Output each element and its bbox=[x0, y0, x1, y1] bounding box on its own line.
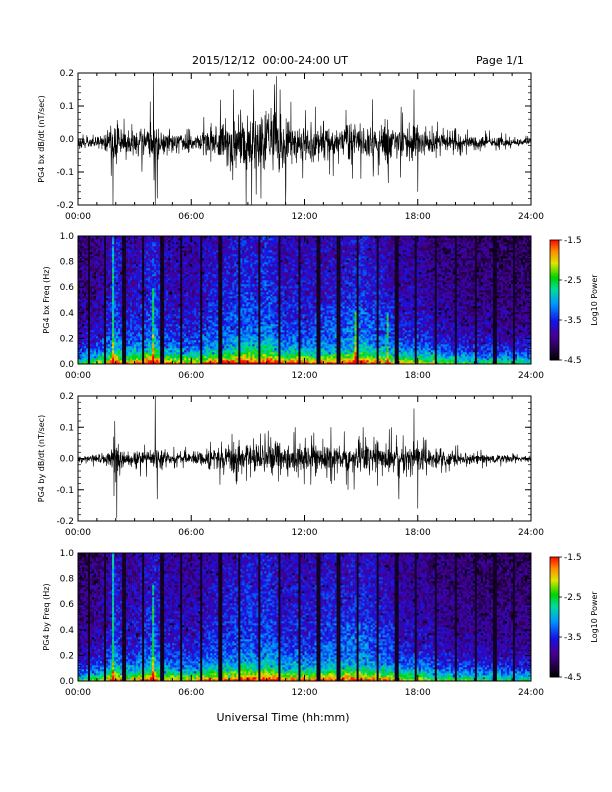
y-tick-label: 1.0 bbox=[60, 232, 75, 242]
x-tick-label: 06:00 bbox=[178, 371, 204, 381]
x-axis-title: Universal Time (hh:mm) bbox=[217, 711, 350, 724]
colorbar-tick-label: -1.5 bbox=[564, 236, 582, 246]
y-tick-label: 0.2 bbox=[60, 334, 74, 344]
y-axis-title: PG4 bx Freq (Hz) bbox=[42, 266, 51, 333]
x-tick-label: 06:00 bbox=[178, 688, 204, 698]
x-tick-label: 18:00 bbox=[405, 371, 431, 381]
colorbar-tick-label: -4.5 bbox=[564, 673, 582, 683]
series-line bbox=[78, 73, 531, 205]
colorbar-tick-label: -2.5 bbox=[564, 593, 582, 603]
x-tick-label: 06:00 bbox=[178, 528, 204, 538]
y-tick-label: -0.2 bbox=[56, 201, 74, 211]
y-tick-label: 0.1 bbox=[60, 423, 74, 433]
x-tick-label: 12:00 bbox=[292, 528, 318, 538]
x-tick-label: 24:00 bbox=[518, 371, 544, 381]
x-tick-label: 12:00 bbox=[292, 212, 318, 222]
y-axis-title: PG4 bx dB/dt (nT/sec) bbox=[37, 95, 46, 182]
y-axis-title: PG4 by Freq (Hz) bbox=[42, 583, 51, 650]
colorbar-tick-label: -1.5 bbox=[564, 553, 582, 563]
bx-spectrogram-panel: 00:00 06:00 12:00 18:00 24:00 1.0 0.8 0.6 0.4 0.2… bbox=[42, 232, 599, 381]
x-tick-label: 18:00 bbox=[405, 212, 431, 222]
spectrogram-image bbox=[78, 236, 531, 364]
y-tick-label: 0.8 bbox=[60, 258, 75, 268]
x-tick-label: 00:00 bbox=[65, 371, 91, 381]
y-tick-label: 0.0 bbox=[60, 360, 75, 370]
y-tick-label: -0.2 bbox=[56, 517, 74, 527]
y-tick-label: 0.4 bbox=[60, 626, 75, 636]
bx-dbdt-panel: 00:00 06:00 12:00 18:00 24:00 0.2 0.1 0.0 -0.1 -0… bbox=[37, 69, 544, 222]
y-tick-label: 1.0 bbox=[60, 549, 75, 559]
by-spectrogram-panel: 00:00 06:00 12:00 18:00 24:00 1.0 0.8 0.6 0.4 0.2… bbox=[42, 549, 599, 698]
colorbar-title: Log10 Power bbox=[590, 274, 599, 326]
y-tick-label: 0.2 bbox=[60, 651, 74, 661]
x-tick-label: 12:00 bbox=[292, 371, 318, 381]
y-tick-label: 0.0 bbox=[60, 135, 75, 145]
x-tick-label: 00:00 bbox=[65, 212, 91, 222]
x-tick-label: 18:00 bbox=[405, 528, 431, 538]
colorbar-tick-label: -4.5 bbox=[564, 356, 582, 366]
y-tick-label: 0.4 bbox=[60, 309, 75, 319]
y-tick-label: -0.1 bbox=[56, 486, 74, 496]
x-tick-label: 06:00 bbox=[178, 212, 204, 222]
x-tick-label: 00:00 bbox=[65, 528, 91, 538]
colorbar-tick-label: -2.5 bbox=[564, 276, 582, 286]
y-tick-label: 0.2 bbox=[60, 392, 74, 402]
x-tick-label: 24:00 bbox=[518, 212, 544, 222]
colorbar: -1.5 -2.5 -3.5 -4.5 Log10 Power bbox=[550, 553, 599, 683]
spectrogram-image bbox=[78, 553, 531, 681]
series-line bbox=[78, 396, 531, 518]
colorbar-tick-label: -3.5 bbox=[564, 316, 582, 326]
colorbar: -1.5 -2.5 -3.5 -4.5 Log10 Power bbox=[550, 236, 599, 366]
x-tick-label: 24:00 bbox=[518, 528, 544, 538]
x-tick-label: 18:00 bbox=[405, 688, 431, 698]
y-tick-label: 0.6 bbox=[60, 600, 75, 610]
x-tick-label: 00:00 bbox=[65, 688, 91, 698]
y-tick-label: 0.6 bbox=[60, 283, 75, 293]
colorbar-tick-label: -3.5 bbox=[564, 633, 582, 643]
x-tick-label: 24:00 bbox=[518, 688, 544, 698]
colorbar-title: Log10 Power bbox=[590, 591, 599, 643]
y-tick-label: 0.8 bbox=[60, 575, 75, 585]
y-tick-label: 0.2 bbox=[60, 69, 74, 79]
by-dbdt-panel: 00:00 06:00 12:00 18:00 24:00 0.2 0.1 0.0 -0.1 -0… bbox=[37, 392, 544, 538]
y-tick-label: 0.1 bbox=[60, 102, 74, 112]
y-tick-label: 0.0 bbox=[60, 677, 75, 687]
y-tick-label: -0.1 bbox=[56, 168, 74, 178]
x-tick-label: 12:00 bbox=[292, 688, 318, 698]
y-tick-label: 0.0 bbox=[60, 455, 75, 465]
y-axis-title: PG4 by dB/dt (nT/sec) bbox=[37, 415, 46, 502]
